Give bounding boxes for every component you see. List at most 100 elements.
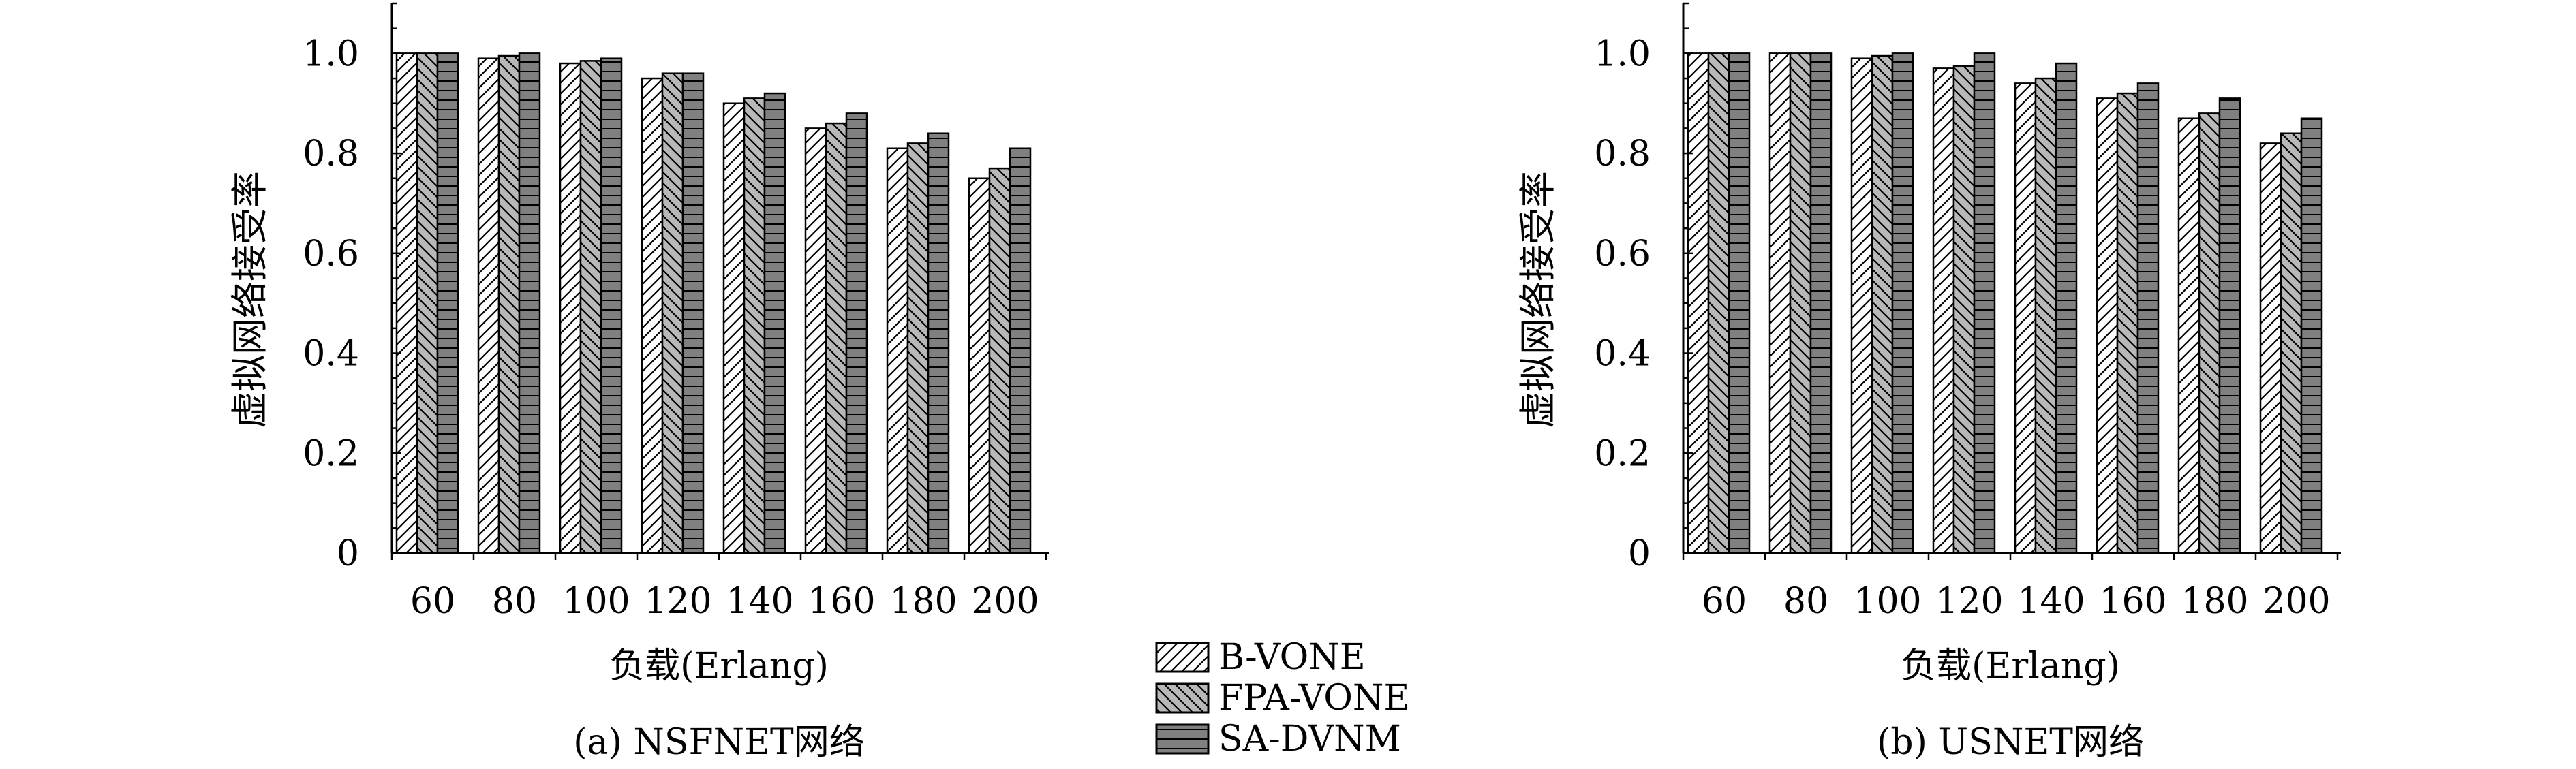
bar-sa-dvnm-60 [436,52,459,554]
bars [1687,52,2323,554]
bar-fpa-vone-60 [1707,52,1730,554]
x-tick-label: 120 [644,581,711,622]
x-tick-labels: 60 80 100 120 140 160 180 200 [410,581,1039,622]
bar-fpa-vone-180 [2198,112,2221,554]
bar-fpa-vone-140 [743,97,766,554]
chart-panel-usnet: 00.20.40.60.81.0 60 80 100 120 140 160 180 200 … [1516,2,2341,763]
y-tick-labels: 0 0.2 0.4 0.6 0.8 1.0 [1594,33,1651,574]
bar-b-vone-160 [2096,97,2119,554]
bar-fpa-vone-200 [988,167,1011,554]
y-tick-label: 0.8 [303,134,359,174]
x-axis-label: 负载(Erlang) [1901,646,2120,687]
bar-fpa-vone-120 [661,72,684,554]
bar-b-vone-140 [2014,82,2037,554]
legend-label-b-vone: B-VONE [1218,637,1366,678]
bar-sa-dvnm-180 [927,132,950,554]
legend-label-sa-dvnm: SA-DVNM [1218,719,1401,759]
bar-sa-dvnm-200 [2300,117,2323,554]
x-tick-label: 160 [2099,581,2166,622]
bar-b-vone-120 [641,77,664,554]
bar-sa-dvnm-200 [1009,147,1032,554]
bar-fpa-vone-160 [2116,92,2139,554]
bar-b-vone-160 [804,127,827,554]
legend: B-VONE FPA-VONE SA-DVNM [1155,637,1409,759]
y-axis-label: 虚拟网络接受率 [1516,171,1559,428]
bar-fpa-vone-100 [1871,54,1894,554]
y-tick-label: 0.2 [1594,433,1651,474]
bar-b-vone-120 [1932,67,1955,554]
x-tick-label: 200 [2263,581,2330,622]
bar-b-vone-100 [559,62,582,554]
bar-sa-dvnm-140 [763,92,786,554]
y-tick-label: 1.0 [1594,33,1651,74]
bar-sa-dvnm-100 [1891,52,1914,554]
legend-swatch-sa-dvnm [1155,723,1210,755]
panel-caption: (a) NSFNET网络 [573,722,864,763]
legend-swatch-fpa-vone [1155,682,1210,714]
y-tick-label: 1.0 [303,33,359,74]
legend-label-fpa-vone: FPA-VONE [1218,678,1409,719]
x-tick-label: 200 [971,581,1039,622]
x-tick-label: 180 [889,581,957,622]
bar-fpa-vone-200 [2280,132,2303,554]
bar-fpa-vone-100 [579,60,602,554]
bar-sa-dvnm-80 [518,52,541,554]
x-tick-label: 60 [1702,581,1747,622]
bar-b-vone-60 [395,52,418,554]
x-tick-label: 160 [808,581,875,622]
legend-swatch-b-vone [1155,642,1210,673]
bar-b-vone-100 [1850,57,1873,554]
bar-b-vone-200 [968,177,991,554]
bar-sa-dvnm-180 [2218,97,2241,554]
bar-sa-dvnm-140 [2055,62,2078,554]
y-tick-label: 0 [1628,533,1651,574]
bar-b-vone-140 [722,102,746,554]
y-axis-label: 虚拟网络接受率 [228,171,271,428]
y-tick-label: 0.8 [1594,134,1651,174]
bar-fpa-vone-140 [2034,77,2057,554]
y-tick-labels: 0 0.2 0.4 0.6 0.8 1.0 [303,33,359,574]
y-tick-label: 0.4 [1594,334,1651,375]
bar-fpa-vone-120 [1952,65,1976,554]
y-tick-label: 0.4 [303,334,359,375]
bar-sa-dvnm-80 [1809,52,1833,554]
bar-fpa-vone-160 [825,122,848,554]
bar-b-vone-180 [886,147,909,554]
bar-sa-dvnm-120 [1973,52,1996,554]
y-tick-label: 0.6 [303,234,359,274]
y-tick-label: 0.6 [1594,234,1651,274]
bar-sa-dvnm-100 [600,57,623,554]
x-tick-label: 80 [492,581,537,622]
bar-sa-dvnm-60 [1728,52,1751,554]
x-tick-label: 100 [1854,581,1921,622]
bar-b-vone-80 [1768,52,1792,554]
panel-caption: (b) USNET网络 [1877,722,2144,763]
x-tick-label: 60 [410,581,455,622]
bar-sa-dvnm-120 [681,72,705,554]
x-tick-label: 120 [1935,581,2003,622]
x-tick-label: 140 [726,581,793,622]
x-axis-label: 负载(Erlang) [609,646,829,687]
bar-sa-dvnm-160 [845,112,868,554]
axes [1682,2,2341,560]
bar-fpa-vone-80 [1789,52,1812,554]
y-tick-label: 0 [337,533,359,574]
bar-fpa-vone-80 [497,54,521,554]
bar-b-vone-80 [477,57,500,554]
y-tick-label: 0.2 [303,433,359,474]
bar-sa-dvnm-160 [2136,82,2160,554]
bar-b-vone-60 [1687,52,1710,554]
bars [395,52,1032,554]
x-tick-labels: 60 80 100 120 140 160 180 200 [1702,581,2331,622]
bar-b-vone-180 [2177,117,2201,554]
x-tick-label: 140 [2017,581,2085,622]
x-tick-label: 80 [1783,581,1828,622]
chart-panel-nsfnet: 00.20.40.60.81.0 60 80 100 120 140 160 180 200 … [228,2,1049,763]
x-tick-label: 100 [562,581,630,622]
bar-b-vone-200 [2259,142,2282,554]
x-tick-label: 180 [2181,581,2248,622]
bar-fpa-vone-180 [906,142,930,554]
axes [390,2,1049,560]
bar-fpa-vone-60 [416,52,439,554]
